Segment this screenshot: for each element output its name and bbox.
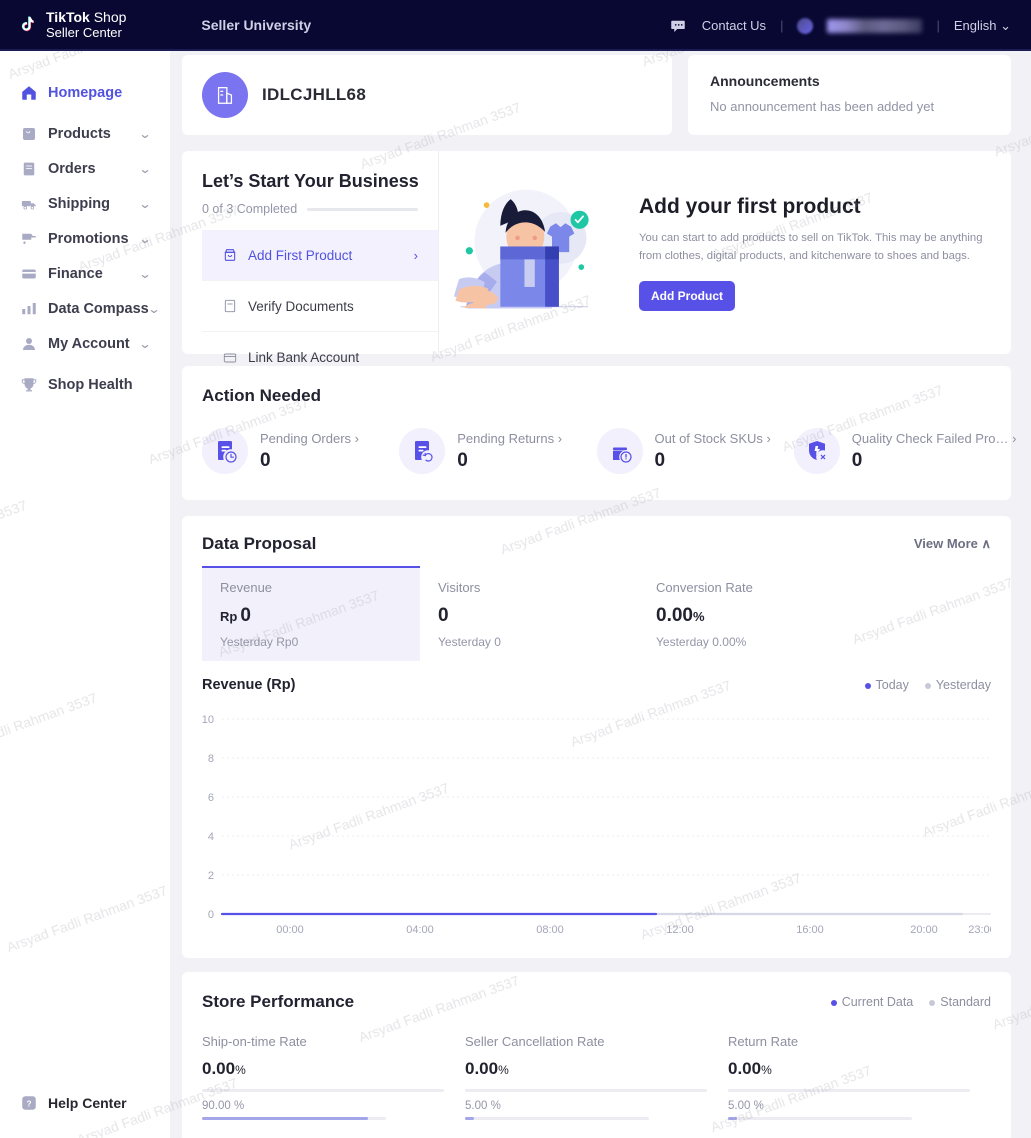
svg-text:20:00: 20:00 <box>910 924 938 936</box>
svg-text:23:00: 23:00 <box>968 924 991 936</box>
svg-text:12:00: 12:00 <box>666 924 694 936</box>
svg-text:08:00: 08:00 <box>536 924 564 936</box>
svg-text:10: 10 <box>202 714 214 726</box>
svg-text:2: 2 <box>208 870 214 882</box>
svg-text:?: ? <box>26 1099 31 1108</box>
svg-text:16:00: 16:00 <box>796 924 824 936</box>
svg-text:4: 4 <box>208 831 214 843</box>
svg-text:0: 0 <box>208 909 214 921</box>
svg-text:00:00: 00:00 <box>276 924 304 936</box>
svg-text:8: 8 <box>208 753 214 765</box>
svg-text:04:00: 04:00 <box>406 924 434 936</box>
svg-text:6: 6 <box>208 792 214 804</box>
